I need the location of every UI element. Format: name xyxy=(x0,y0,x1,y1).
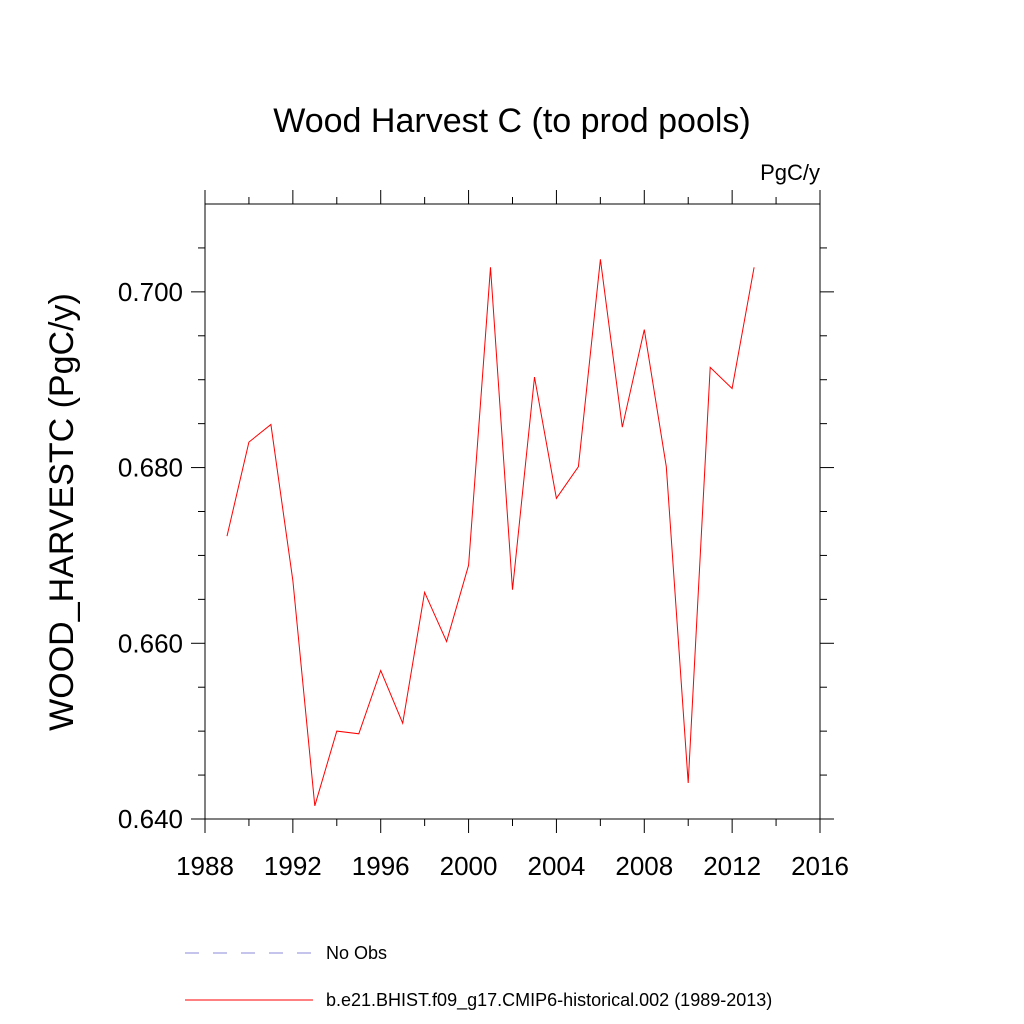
x-tick-label: 2012 xyxy=(703,851,761,881)
x-tick-label: 1992 xyxy=(264,851,322,881)
legend-series-label: b.e21.BHIST.f09_g17.CMIP6-historical.002… xyxy=(326,990,772,1011)
x-tick-label: 2016 xyxy=(791,851,849,881)
chart-title: Wood Harvest C (to prod pools) xyxy=(273,102,750,140)
legend-no-obs-label: No Obs xyxy=(326,943,387,963)
units-label: PgC/y xyxy=(760,160,820,185)
y-tick-label: 0.640 xyxy=(118,804,183,834)
series-layer xyxy=(226,259,755,806)
plot-frame xyxy=(204,203,821,820)
x-tick-label: 2008 xyxy=(615,851,673,881)
x-tick-label: 1996 xyxy=(352,851,410,881)
y-tick-label: 0.680 xyxy=(118,453,183,483)
y-tick-label: 0.660 xyxy=(118,628,183,658)
legend: No Obs b.e21.BHIST.f09_g17.CMIP6-histori… xyxy=(185,943,772,1011)
series-line xyxy=(226,259,755,806)
y-axis-label: WOOD_HARVESTC (PgC/y) xyxy=(43,293,81,731)
x-tick-label: 1988 xyxy=(176,851,234,881)
y-tick-label: 0.700 xyxy=(118,277,183,307)
x-tick-label: 2004 xyxy=(528,851,586,881)
x-axis-ticks: 1988 1992 1996 2000 2004 2008 2012 2016 xyxy=(176,190,849,881)
y-axis-ticks: 0.640 0.660 0.680 0.700 xyxy=(118,247,834,834)
x-tick-label: 2000 xyxy=(440,851,498,881)
